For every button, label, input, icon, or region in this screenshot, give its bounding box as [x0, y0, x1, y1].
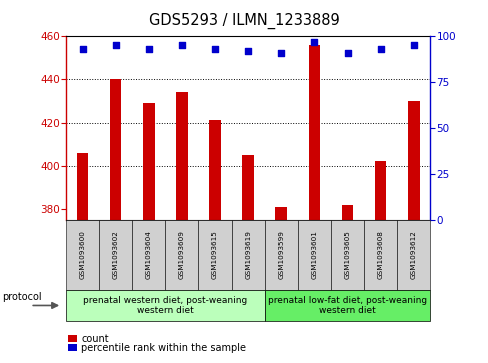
Text: prenatal low-fat diet, post-weaning
western diet: prenatal low-fat diet, post-weaning west…: [267, 296, 426, 315]
Bar: [242, 155, 253, 220]
Point: [79, 46, 86, 52]
Text: GSM1093609: GSM1093609: [179, 231, 184, 280]
Bar: [142, 103, 154, 220]
Bar: [275, 207, 286, 220]
Bar: [209, 121, 221, 220]
Text: GDS5293 / ILMN_1233889: GDS5293 / ILMN_1233889: [149, 13, 339, 29]
Text: GSM1093612: GSM1093612: [410, 231, 416, 280]
Point: [144, 46, 152, 52]
Text: GSM1093601: GSM1093601: [311, 231, 317, 280]
Point: [409, 42, 417, 48]
Text: count: count: [81, 334, 108, 344]
Bar: [176, 92, 187, 220]
Point: [277, 50, 285, 56]
Bar: [341, 204, 353, 220]
Text: GSM1093599: GSM1093599: [278, 231, 284, 280]
Point: [112, 42, 120, 48]
Point: [376, 46, 384, 52]
Text: GSM1093608: GSM1093608: [377, 231, 383, 280]
Text: GSM1093604: GSM1093604: [145, 231, 151, 280]
Text: GSM1093615: GSM1093615: [212, 231, 218, 280]
Text: percentile rank within the sample: percentile rank within the sample: [81, 343, 245, 353]
Text: prenatal western diet, post-weaning
western diet: prenatal western diet, post-weaning west…: [83, 296, 247, 315]
Text: protocol: protocol: [2, 293, 42, 302]
Bar: [308, 45, 320, 220]
Text: GSM1093602: GSM1093602: [112, 231, 119, 280]
Bar: [407, 101, 419, 220]
Point: [343, 50, 351, 56]
Bar: [110, 79, 121, 220]
Text: GSM1093605: GSM1093605: [344, 231, 350, 280]
Point: [178, 42, 185, 48]
Text: GSM1093600: GSM1093600: [80, 231, 85, 280]
Bar: [77, 153, 88, 220]
Text: GSM1093619: GSM1093619: [244, 231, 251, 280]
Point: [211, 46, 219, 52]
Point: [244, 48, 252, 54]
Point: [310, 39, 318, 45]
Bar: [374, 162, 386, 220]
